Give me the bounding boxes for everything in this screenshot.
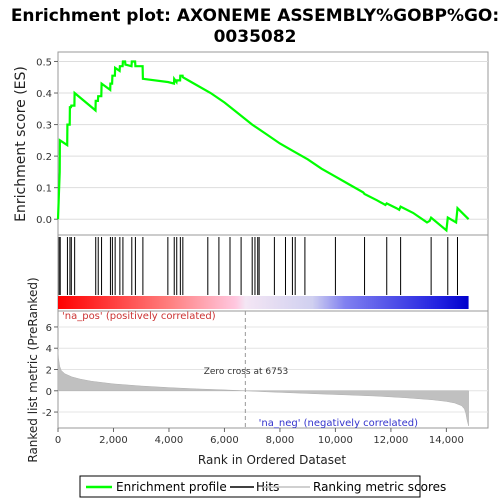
x-tick-label: 2,000	[99, 435, 128, 446]
metric-tick-label: -2	[42, 408, 52, 419]
x-tick-label: 14,000	[429, 435, 464, 446]
x-tick-label: 10,000	[318, 435, 353, 446]
es-y-axis-label: Enrichment score (ES)	[13, 66, 29, 222]
metric-y-axis-label: Ranked list metric (PreRanked)	[26, 277, 40, 462]
es-gridlines	[58, 60, 488, 220]
ranking-colorbar	[58, 296, 469, 309]
chart-title-line1: Enrichment plot: AXONEME ASSEMBLY%GOBP%G…	[11, 6, 499, 26]
metric-y-ticks: -2 0 2 4 6	[42, 323, 58, 419]
metric-tick-label: 6	[46, 323, 52, 334]
legend-enrichment-label: Enrichment profile	[116, 480, 227, 494]
pos-correlated-label: 'na_pos' (positively correlated)	[62, 311, 216, 322]
x-tick-label: 0	[55, 435, 61, 446]
ranking-metric-area	[57, 350, 469, 426]
metric-tick-label: 0	[46, 387, 52, 398]
es-tick-label: 0.0	[36, 215, 52, 226]
es-tick-label: 0.1	[36, 184, 52, 195]
zero-cross-label: Zero cross at 6753	[204, 367, 289, 377]
x-tick-label: 6,000	[210, 435, 239, 446]
colorbar-strip	[58, 296, 469, 309]
es-y-ticks: 0.0 0.1 0.2 0.3 0.4 0.5	[36, 57, 58, 226]
x-tick-label: 8,000	[266, 435, 295, 446]
chart-title-line2: 0035082	[214, 27, 297, 47]
es-tick-label: 0.2	[36, 152, 52, 163]
x-tick-label: 4,000	[155, 435, 184, 446]
x-tick-label: 12,000	[373, 435, 408, 446]
enrichment-profile-line	[56, 60, 470, 233]
hits-lines	[58, 237, 458, 295]
es-tick-label: 0.4	[36, 89, 52, 100]
neg-correlated-label: 'na_neg' (negatively correlated)	[259, 418, 418, 429]
metric-tick-label: 2	[46, 366, 52, 377]
es-tick-label: 0.3	[36, 121, 52, 132]
x-axis-label: Rank in Ordered Dataset	[198, 453, 346, 467]
x-ticks: 0 2,000 4,000 6,000 8,000 10,000 12,000 14,000	[55, 428, 464, 446]
legend: Enrichment profile Hits Ranking metric s…	[79, 475, 446, 498]
es-tick-label: 0.5	[36, 57, 52, 68]
metric-tick-label: 4	[46, 344, 52, 355]
es-panel-frame	[57, 51, 489, 236]
legend-metric-label: Ranking metric scores	[313, 480, 446, 494]
